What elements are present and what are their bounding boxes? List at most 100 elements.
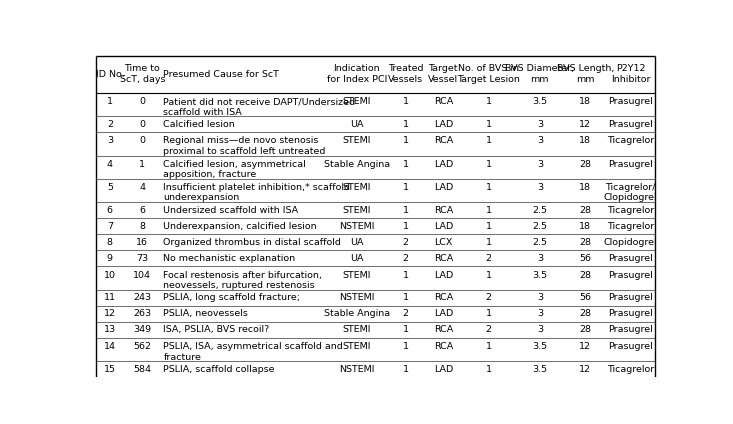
Text: Prasugrel: Prasugrel xyxy=(608,293,653,302)
Text: 2.5: 2.5 xyxy=(532,222,548,231)
Text: 16: 16 xyxy=(136,238,148,247)
Text: 1: 1 xyxy=(486,238,492,247)
Text: 3: 3 xyxy=(537,137,543,145)
Text: 1: 1 xyxy=(139,160,145,169)
Text: 73: 73 xyxy=(136,254,148,263)
Text: 2: 2 xyxy=(402,254,408,263)
Text: 56: 56 xyxy=(579,293,592,302)
Text: 3: 3 xyxy=(537,326,543,335)
Text: Presumed Cause for ScT: Presumed Cause for ScT xyxy=(163,70,279,79)
Text: BVS Length,
mm: BVS Length, mm xyxy=(556,64,614,84)
Text: Underexpansion, calcified lesion: Underexpansion, calcified lesion xyxy=(163,222,317,231)
Text: 1: 1 xyxy=(486,183,492,192)
Text: LCX: LCX xyxy=(434,238,452,247)
Text: 8: 8 xyxy=(107,238,113,247)
Text: 1: 1 xyxy=(486,365,492,374)
Text: Ticagrelor: Ticagrelor xyxy=(607,137,655,145)
Text: PSLIA, long scaffold fracture;: PSLIA, long scaffold fracture; xyxy=(163,293,301,302)
Text: No. of BVS in
Target Lesion: No. of BVS in Target Lesion xyxy=(457,64,520,84)
Text: 3: 3 xyxy=(537,293,543,302)
Text: Calcified lesion: Calcified lesion xyxy=(163,120,235,129)
Text: 1: 1 xyxy=(402,271,408,280)
Text: Regional miss—de novo stenosis
proximal to scaffold left untreated: Regional miss—de novo stenosis proximal … xyxy=(163,137,325,156)
Text: Prasugrel: Prasugrel xyxy=(608,342,653,351)
Text: 4: 4 xyxy=(107,160,113,169)
Text: 3: 3 xyxy=(537,254,543,263)
Text: 3.5: 3.5 xyxy=(532,271,548,280)
Text: STEMI: STEMI xyxy=(342,342,371,351)
Text: PSLIA, neovessels: PSLIA, neovessels xyxy=(163,310,248,318)
Text: 584: 584 xyxy=(133,365,151,374)
Text: 14: 14 xyxy=(104,342,116,351)
Text: 1: 1 xyxy=(486,342,492,351)
Text: LAD: LAD xyxy=(434,222,453,231)
Text: LAD: LAD xyxy=(434,160,453,169)
Text: Ticagrelor: Ticagrelor xyxy=(607,365,655,374)
Text: 1: 1 xyxy=(402,342,408,351)
Text: UA: UA xyxy=(350,254,364,263)
Text: Prasugrel: Prasugrel xyxy=(608,326,653,335)
Text: 3.5: 3.5 xyxy=(532,97,548,106)
Text: Ticagrelor/
Clopidogrel: Ticagrelor/ Clopidogrel xyxy=(604,183,658,202)
Text: UA: UA xyxy=(350,120,364,129)
Text: Ticagrelor: Ticagrelor xyxy=(607,222,655,231)
Text: STEMI: STEMI xyxy=(342,97,371,106)
Text: 12: 12 xyxy=(579,342,592,351)
Text: 1: 1 xyxy=(107,97,113,106)
Text: 2.5: 2.5 xyxy=(532,238,548,247)
Text: 1: 1 xyxy=(402,97,408,106)
Text: 3: 3 xyxy=(537,120,543,129)
Text: RCA: RCA xyxy=(434,254,453,263)
Text: 2: 2 xyxy=(107,120,113,129)
Text: STEMI: STEMI xyxy=(342,206,371,215)
Text: Prasugrel: Prasugrel xyxy=(608,120,653,129)
Text: 3: 3 xyxy=(537,160,543,169)
Text: 10: 10 xyxy=(104,271,116,280)
Text: 4: 4 xyxy=(139,183,145,192)
Text: UA: UA xyxy=(350,238,364,247)
Text: Treated
Vessels: Treated Vessels xyxy=(388,64,424,84)
Text: PSLIA, scaffold collapse: PSLIA, scaffold collapse xyxy=(163,365,275,374)
Text: Prasugrel: Prasugrel xyxy=(608,97,653,106)
Text: 349: 349 xyxy=(133,326,152,335)
Text: 562: 562 xyxy=(133,342,151,351)
Text: NSTEMI: NSTEMI xyxy=(339,293,375,302)
Text: 12: 12 xyxy=(104,310,116,318)
Text: LAD: LAD xyxy=(434,183,453,192)
Text: 1: 1 xyxy=(402,137,408,145)
Text: PSLIA, ISA, asymmetrical scaffold and
fracture: PSLIA, ISA, asymmetrical scaffold and fr… xyxy=(163,342,343,362)
Text: 18: 18 xyxy=(579,97,592,106)
Text: 0: 0 xyxy=(139,97,145,106)
Text: 3.5: 3.5 xyxy=(532,365,548,374)
Text: 3: 3 xyxy=(537,310,543,318)
Text: 28: 28 xyxy=(579,326,592,335)
Text: Undersized scaffold with ISA: Undersized scaffold with ISA xyxy=(163,206,298,215)
Text: 13: 13 xyxy=(104,326,116,335)
Text: 6: 6 xyxy=(107,206,113,215)
Text: 0: 0 xyxy=(139,137,145,145)
Text: 1: 1 xyxy=(402,120,408,129)
Text: Stable Angina: Stable Angina xyxy=(324,310,390,318)
Text: Prasugrel: Prasugrel xyxy=(608,160,653,169)
Text: 2.5: 2.5 xyxy=(532,206,548,215)
Text: Stable Angina: Stable Angina xyxy=(324,160,390,169)
Text: RCA: RCA xyxy=(434,342,453,351)
Text: Focal restenosis after bifurcation,
neovessels, ruptured restenosis: Focal restenosis after bifurcation, neov… xyxy=(163,271,323,290)
Text: 1: 1 xyxy=(402,222,408,231)
Text: 2: 2 xyxy=(402,238,408,247)
Text: Prasugrel: Prasugrel xyxy=(608,254,653,263)
Text: 2: 2 xyxy=(486,326,492,335)
Text: RCA: RCA xyxy=(434,137,453,145)
Text: Prasugrel: Prasugrel xyxy=(608,310,653,318)
Text: NSTEMI: NSTEMI xyxy=(339,365,375,374)
Text: 1: 1 xyxy=(402,293,408,302)
Text: Indication
for Index PCI: Indication for Index PCI xyxy=(327,64,387,84)
Text: RCA: RCA xyxy=(434,206,453,215)
Text: 11: 11 xyxy=(104,293,116,302)
Text: NSTEMI: NSTEMI xyxy=(339,222,375,231)
Text: Insufficient platelet inhibition,* scaffold
underexpansion: Insufficient platelet inhibition,* scaff… xyxy=(163,183,350,202)
Text: 18: 18 xyxy=(579,183,592,192)
Text: ID No.: ID No. xyxy=(95,70,124,79)
Text: RCA: RCA xyxy=(434,293,453,302)
Text: 1: 1 xyxy=(486,271,492,280)
